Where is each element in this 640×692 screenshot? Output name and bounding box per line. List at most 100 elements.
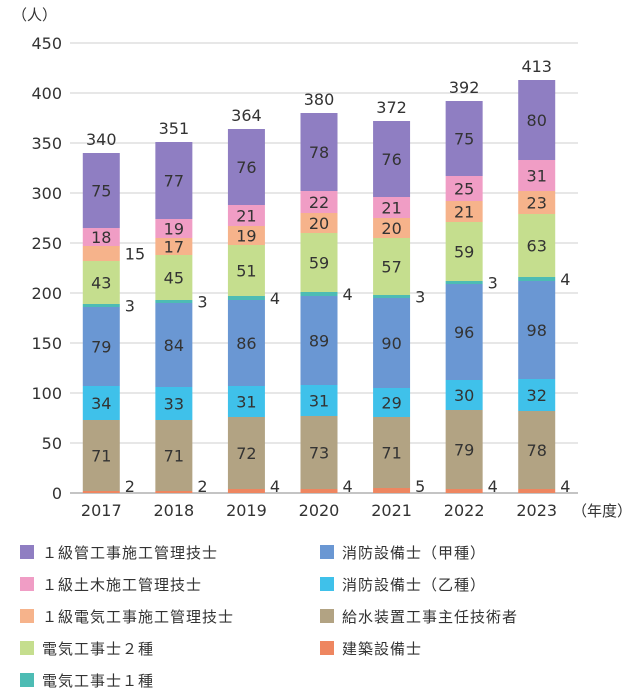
legend-swatch xyxy=(320,609,334,623)
data-label: 19 xyxy=(236,227,256,246)
x-tick-label: 2017 xyxy=(81,501,122,520)
y-tick-label: 200 xyxy=(31,284,62,303)
data-label: 32 xyxy=(527,386,547,405)
data-label: 76 xyxy=(236,158,256,177)
data-label: 21 xyxy=(236,207,256,226)
data-label: 78 xyxy=(527,441,547,460)
legend-item: 消防設備士（乙種） xyxy=(320,572,620,596)
y-tick-label: 400 xyxy=(31,84,62,103)
y-tick-label: 150 xyxy=(31,334,62,353)
bar-segment xyxy=(227,489,265,493)
legend-label: １級管工事施工管理技士 xyxy=(42,543,219,562)
data-label: 96 xyxy=(454,323,474,342)
x-tick-label: 2023 xyxy=(516,501,557,520)
data-label: 5 xyxy=(415,477,425,496)
y-tick-label: 300 xyxy=(31,184,62,203)
y-tick-label: 250 xyxy=(31,234,62,253)
bar-segment xyxy=(373,417,411,488)
bar-segment xyxy=(82,246,120,261)
data-label: 75 xyxy=(454,130,474,149)
legend-swatch xyxy=(20,609,34,623)
data-label: 4 xyxy=(270,289,280,308)
stacked-bar-chart: 050100150200250300350400450（人）（年度）271347… xyxy=(12,6,632,520)
bar-segment xyxy=(300,213,338,233)
bar-segment xyxy=(518,489,556,493)
bar-segment xyxy=(518,281,556,379)
bar-segment xyxy=(227,205,265,226)
bar-segment xyxy=(373,197,411,218)
data-label: 73 xyxy=(309,444,329,463)
bar-segment xyxy=(518,277,556,281)
bar-segment xyxy=(82,386,120,420)
data-label: 57 xyxy=(381,258,401,277)
chart-legend: １級管工事施工管理技士 消防設備士（甲種） １級土木施工管理技士 消防設備士（乙種） １… xyxy=(20,540,630,692)
legend-label: 給水装置工事主任技術者 xyxy=(342,607,519,626)
legend-item: 電気工事士２種 xyxy=(20,636,320,660)
bar-segment xyxy=(155,255,193,300)
bar-segment xyxy=(373,295,411,298)
bar-segment xyxy=(445,284,483,380)
bar-segment xyxy=(518,214,556,277)
x-tick-label: 2020 xyxy=(299,501,340,520)
data-label: 18 xyxy=(91,228,111,247)
legend-label: 電気工事士１種 xyxy=(42,671,155,690)
bar-segment xyxy=(445,489,483,493)
total-label: 340 xyxy=(86,130,117,149)
legend-item: １級土木施工管理技士 xyxy=(20,572,320,596)
total-label: 380 xyxy=(304,90,335,109)
data-label: 89 xyxy=(309,332,329,351)
data-label: 4 xyxy=(343,477,353,496)
bar-segment xyxy=(155,420,193,491)
data-label: 4 xyxy=(343,285,353,304)
data-label: 25 xyxy=(454,180,474,199)
data-label: 2 xyxy=(125,477,135,496)
legend-swatch xyxy=(20,673,34,687)
data-label: 76 xyxy=(381,150,401,169)
y-tick-label: 0 xyxy=(52,484,62,503)
data-label: 75 xyxy=(91,182,111,201)
data-label: 77 xyxy=(164,172,184,191)
data-label: 4 xyxy=(560,477,570,496)
data-label: 19 xyxy=(164,220,184,239)
data-label: 20 xyxy=(381,219,401,238)
y-tick-label: 50 xyxy=(42,434,62,453)
bar-segment xyxy=(227,296,265,300)
legend-label: 建築設備士 xyxy=(342,639,423,658)
data-label: 71 xyxy=(91,447,111,466)
legend-item: 給水装置工事主任技術者 xyxy=(320,604,620,628)
data-label: 79 xyxy=(454,441,474,460)
x-tick-label: 2019 xyxy=(226,501,267,520)
data-label: 4 xyxy=(560,270,570,289)
bar-segment xyxy=(373,388,411,417)
data-label: 15 xyxy=(125,245,145,264)
bar-segment xyxy=(155,303,193,387)
bar-segment xyxy=(445,201,483,222)
data-label: 71 xyxy=(381,444,401,463)
bar-segment xyxy=(373,488,411,493)
bar-segment xyxy=(155,238,193,255)
bar-segment xyxy=(227,300,265,386)
bar-segment xyxy=(155,142,193,219)
data-label: 98 xyxy=(527,321,547,340)
bar-segment xyxy=(300,385,338,416)
data-label: 51 xyxy=(236,262,256,281)
total-label: 364 xyxy=(231,106,262,125)
bar-segment xyxy=(82,491,120,493)
x-axis-unit-label: （年度） xyxy=(572,502,632,520)
legend-item: 電気工事士１種 xyxy=(20,668,320,692)
legend-label: 消防設備士（乙種） xyxy=(342,575,487,594)
data-label: 23 xyxy=(527,194,547,213)
bar-segment xyxy=(82,228,120,246)
bar-segment xyxy=(300,191,338,213)
bar-segment xyxy=(445,410,483,489)
bar-segment xyxy=(82,261,120,304)
data-label: 59 xyxy=(454,243,474,262)
total-label: 372 xyxy=(376,98,407,117)
total-label: 392 xyxy=(449,78,480,97)
bar-segment xyxy=(445,176,483,201)
data-label: 30 xyxy=(454,386,474,405)
bar-segment xyxy=(518,80,556,160)
total-label: 413 xyxy=(521,57,552,76)
bar-segment xyxy=(155,491,193,493)
data-label: 2 xyxy=(197,477,207,496)
